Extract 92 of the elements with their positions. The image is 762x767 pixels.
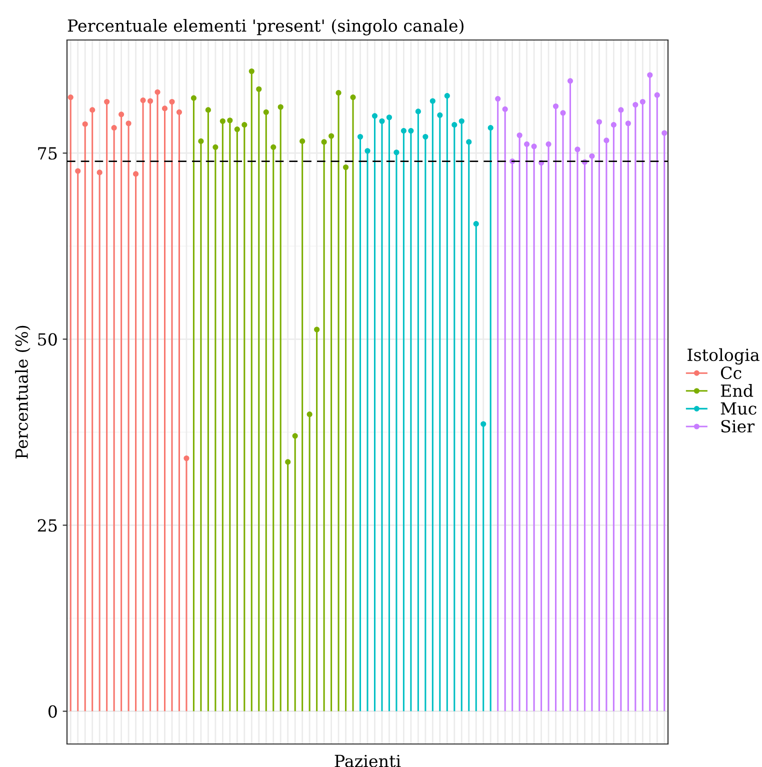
point: [372, 113, 378, 119]
point: [285, 459, 291, 465]
point: [68, 94, 74, 100]
point: [408, 128, 414, 134]
y-tick-label: 50: [38, 333, 57, 346]
point: [212, 144, 218, 150]
point: [589, 153, 595, 159]
point: [386, 114, 392, 120]
point: [118, 112, 124, 118]
y-axis-title: Percentuale (%): [15, 326, 30, 459]
point: [90, 107, 96, 113]
point: [640, 98, 646, 105]
point: [96, 170, 102, 176]
point: [574, 146, 580, 152]
point: [292, 433, 298, 439]
point: [147, 98, 154, 104]
point: [154, 89, 160, 95]
point: [610, 122, 616, 128]
point: [430, 98, 436, 104]
point: [220, 118, 226, 124]
point: [270, 144, 276, 150]
point: [336, 90, 342, 96]
point: [263, 109, 269, 115]
point: [343, 164, 349, 170]
point: [234, 126, 240, 132]
point: [415, 108, 421, 114]
point: [379, 118, 385, 124]
point: [357, 134, 364, 140]
point: [531, 144, 537, 150]
point: [306, 412, 312, 418]
point: [75, 168, 81, 174]
point: [205, 107, 211, 113]
point: [458, 118, 464, 124]
point: [604, 138, 610, 144]
point: [444, 93, 450, 99]
point: [488, 125, 494, 131]
point: [133, 171, 139, 177]
point: [596, 119, 602, 125]
point: [502, 106, 508, 112]
point: [328, 133, 334, 139]
point: [111, 125, 117, 131]
point: [480, 421, 486, 427]
point: [190, 95, 196, 101]
point: [227, 118, 233, 124]
point: [82, 121, 88, 127]
legend-label: Cc: [720, 366, 742, 380]
y-tick-label: 25: [38, 519, 57, 532]
point: [560, 110, 566, 116]
point: [654, 92, 660, 98]
point: [162, 106, 168, 112]
point: [169, 98, 175, 105]
point: [242, 122, 248, 128]
point: [126, 120, 132, 126]
point: [422, 134, 428, 140]
point: [524, 141, 530, 147]
point: [176, 109, 182, 115]
point: [618, 107, 624, 113]
point: [552, 103, 559, 110]
point: [394, 150, 400, 156]
point: [473, 221, 479, 227]
point: [546, 141, 552, 147]
point: [350, 94, 356, 100]
point: [248, 68, 254, 74]
legend-label: Muc: [720, 402, 756, 415]
point: [647, 72, 653, 78]
point: [567, 78, 574, 84]
chart-title: Percentuale elementi 'present' (singolo canale): [68, 19, 464, 36]
point: [495, 96, 501, 102]
point: [632, 102, 638, 108]
point: [104, 98, 110, 105]
point: [466, 139, 472, 145]
y-tick-label: 0: [48, 705, 57, 718]
point: [321, 139, 327, 145]
point: [278, 104, 284, 110]
point: [364, 148, 370, 154]
point: [662, 130, 668, 136]
point: [140, 98, 146, 104]
y-tick-label: 75: [38, 147, 57, 160]
legend-label: End: [720, 384, 754, 397]
point: [184, 455, 190, 462]
x-axis-title: Pazienti: [334, 754, 401, 767]
point: [256, 86, 262, 92]
point: [437, 112, 443, 118]
point: [625, 120, 631, 126]
point: [314, 326, 320, 332]
point: [452, 122, 458, 128]
point: [516, 132, 522, 138]
point: [300, 138, 306, 144]
legend-title: Istologia: [688, 348, 760, 365]
legend-label: Sier: [721, 420, 755, 433]
point: [198, 138, 204, 144]
point: [400, 128, 406, 134]
